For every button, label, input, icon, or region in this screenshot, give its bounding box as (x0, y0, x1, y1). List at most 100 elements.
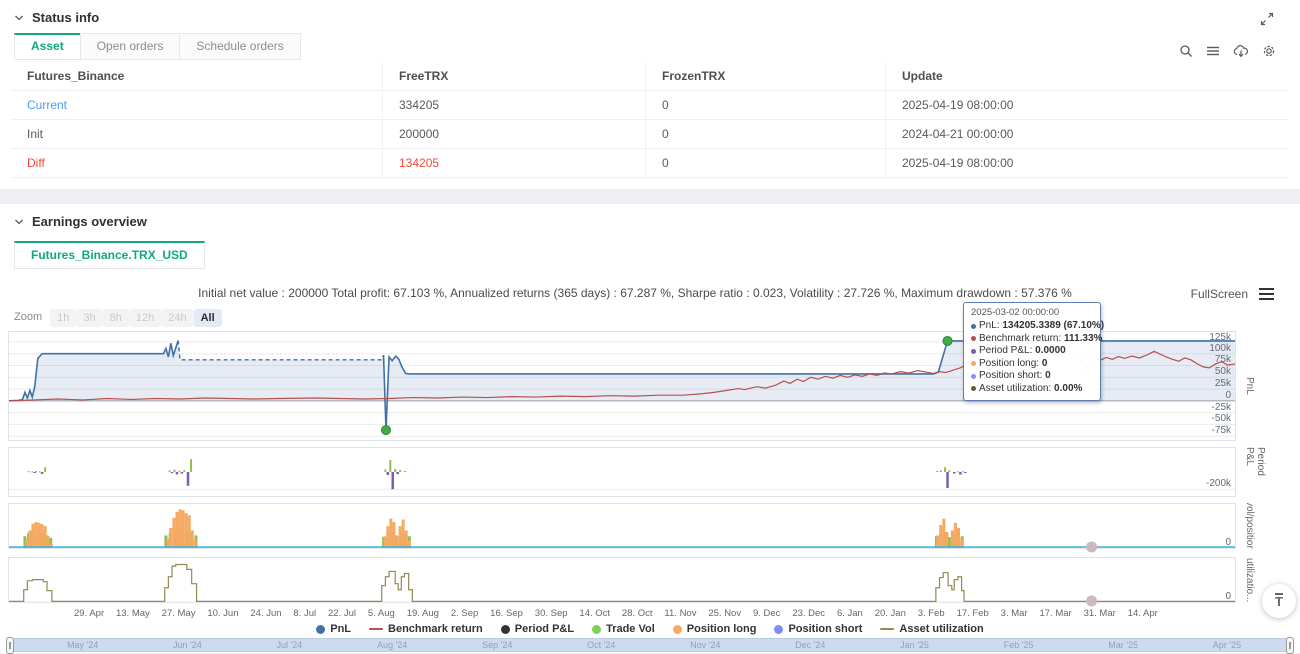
table-toolbar (1179, 44, 1276, 58)
chart-menu-icon[interactable] (1259, 288, 1274, 300)
navigator-label: Feb '25 (1003, 640, 1034, 650)
tooltip-row: Benchmark return: 111.33% (971, 333, 1102, 346)
navigator-handle-right[interactable] (1286, 637, 1294, 654)
cell-update: 2024-04-21 00:00:00 (902, 127, 1014, 141)
chart-point-marker (1086, 595, 1098, 607)
legend-item-pnl[interactable]: PnL (316, 623, 351, 635)
asset-table: Futures_Binance FreeTRX FrozenTRX Update… (11, 62, 1289, 178)
table-row-diff: Diff 134205 0 2025-04-19 08:00:00 (11, 149, 1289, 178)
legend-label: Period P&L (514, 623, 575, 635)
table-header-row: Futures_Binance FreeTRX FrozenTRX Update (11, 62, 1289, 91)
legend-circle-icon (774, 624, 784, 634)
expand-icon[interactable] (1260, 12, 1274, 26)
zoom-button-3h[interactable]: 3h (76, 309, 103, 327)
status-tabs: Asset Open orders Schedule orders (0, 33, 1300, 60)
vol-position-chart-panel[interactable]: 0 (8, 503, 1236, 553)
init-label: Init (11, 120, 383, 148)
navigator-label: Mar '25 (1108, 640, 1138, 650)
navigator-label: Jun '24 (173, 640, 202, 650)
navigator-label: Jan '25 (900, 640, 929, 650)
x-tick-label: 11. Nov (664, 608, 697, 619)
collapse-chevron-icon[interactable] (14, 217, 24, 227)
navigator-month-labels: May '24 Jun '24 Jul '24 Aug '24 Sep '24 Oct '… (9, 639, 1291, 650)
cloud-download-icon[interactable] (1233, 44, 1249, 58)
col-header-freetrx: FreeTRX (383, 62, 646, 90)
navigator-label: Nov '24 (690, 640, 721, 650)
series-marker-icon (971, 323, 976, 329)
cell-frozen: 0 (646, 120, 886, 148)
tab-asset[interactable]: Asset (14, 33, 81, 60)
x-tick-label: 31. Mar (1083, 608, 1116, 619)
x-tick-label: 2. Sep (450, 608, 479, 619)
legend-circle-icon (316, 624, 326, 634)
x-tick-label: 9. Dec (752, 608, 781, 619)
x-tick-label: 17. Feb (956, 608, 989, 619)
x-tick-label: 3. Feb (917, 608, 945, 619)
legend-circle-icon (672, 624, 682, 634)
chart-point-marker (380, 425, 391, 436)
zoom-button-all[interactable]: All (193, 309, 222, 327)
zoom-button-8h[interactable]: 8h (102, 309, 129, 327)
cell-free: 334205 (383, 91, 646, 119)
navigator-handle-left[interactable] (6, 637, 14, 654)
section-title-status-info: Status info (32, 10, 100, 25)
legend-label: PnL (330, 623, 352, 635)
collapse-chevron-icon[interactable] (14, 13, 24, 23)
legend-item-position-long[interactable]: Position long (672, 623, 756, 635)
tab-futures-binance-trx-usd[interactable]: Futures_Binance.TRX_USD (14, 241, 205, 269)
legend-item-asset-utilization[interactable]: Asset utilization (880, 623, 984, 635)
legend-line-icon (880, 628, 895, 630)
tooltip-timestamp: 2025-03-02 00:00:00 (971, 307, 1060, 318)
x-tick-label: 25. Nov (708, 608, 742, 619)
x-tick-label: 13. May (115, 608, 150, 619)
series-marker-icon (971, 373, 976, 379)
back-to-top-button[interactable]: T (1262, 584, 1296, 618)
chart-navigator[interactable]: May '24 Jun '24 Jul '24 Aug '24 Sep '24 Oct '… (6, 637, 1294, 654)
cell-update: 2025-04-19 08:00:00 (902, 98, 1014, 112)
series-marker-icon (971, 386, 976, 392)
x-tick-label: 14. Apr (1127, 608, 1158, 619)
x-tick-label: 16. Sep (490, 608, 523, 619)
legend-circle-icon (500, 624, 510, 634)
x-tick-label: 3. Mar (1000, 608, 1028, 619)
zoom-button-24h[interactable]: 24h (161, 309, 194, 327)
legend-item-trade-vol[interactable]: Trade Vol (592, 623, 655, 635)
zoom-button-1h[interactable]: 1h (50, 309, 77, 327)
zoom-button-12h[interactable]: 12h (128, 309, 162, 327)
status-info-section: Status info Asset Open orders Schedule o… (0, 0, 1300, 189)
tab-schedule-orders[interactable]: Schedule orders (179, 33, 301, 60)
x-tick-label: 14. Oct (579, 608, 611, 619)
x-tick-label: 17. Mar (1039, 608, 1072, 619)
tab-open-orders[interactable]: Open orders (79, 33, 181, 60)
tooltip-row: Position long: 0 (971, 358, 1093, 371)
search-icon[interactable] (1179, 44, 1193, 58)
legend-item-position-short[interactable]: Position short (774, 623, 862, 635)
table-row-init: Init 200000 0 2024-04-21 00:00:00 (11, 120, 1289, 149)
legend-item-benchmark-return[interactable]: Benchmark return (369, 623, 483, 635)
tooltip-row: Asset utilization: 0.00% (971, 383, 1093, 396)
x-tick-label: 6. Jan (836, 608, 863, 619)
legend-label: Asset utilization (899, 623, 984, 635)
x-tick-label: 27. May (161, 608, 196, 619)
settings-icon[interactable] (1262, 44, 1276, 58)
x-tick-label: 30. Sep (534, 608, 568, 619)
period-pnl-chart-panel[interactable]: -200k (8, 447, 1236, 497)
legend-item-period-p-l[interactable]: Period P&L (500, 623, 575, 635)
utilization-chart-panel[interactable]: 0 (8, 557, 1236, 607)
cell-frozen: 0 (646, 91, 886, 119)
tooltip-row: Position short: 0 (971, 370, 1093, 383)
y-axis-title-vol-position: vol/position (1244, 503, 1255, 549)
menu-icon[interactable] (1206, 44, 1220, 58)
x-tick-label: 8. Jul (293, 608, 317, 619)
navigator-label: Oct '24 (587, 640, 616, 650)
table-row-current: Current 334205 0 2025-04-19 08:00:00 (11, 91, 1289, 120)
top-icon: T (1275, 593, 1283, 609)
chart-stats-line: Initial net value : 200000 Total profit:… (198, 286, 1072, 300)
y-axis-title-utilization: utilizatio... (1244, 557, 1255, 603)
current-link[interactable]: Current (11, 91, 383, 119)
series-marker-icon (971, 348, 976, 354)
legend-circle-icon (592, 624, 602, 634)
fullscreen-button[interactable]: FullScreen (1190, 287, 1248, 301)
x-axis-labels: 29. Apr 13. May 27. May 10. Jun 24. Jun 8. Ju… (8, 608, 1236, 619)
series-marker-icon (971, 361, 976, 367)
